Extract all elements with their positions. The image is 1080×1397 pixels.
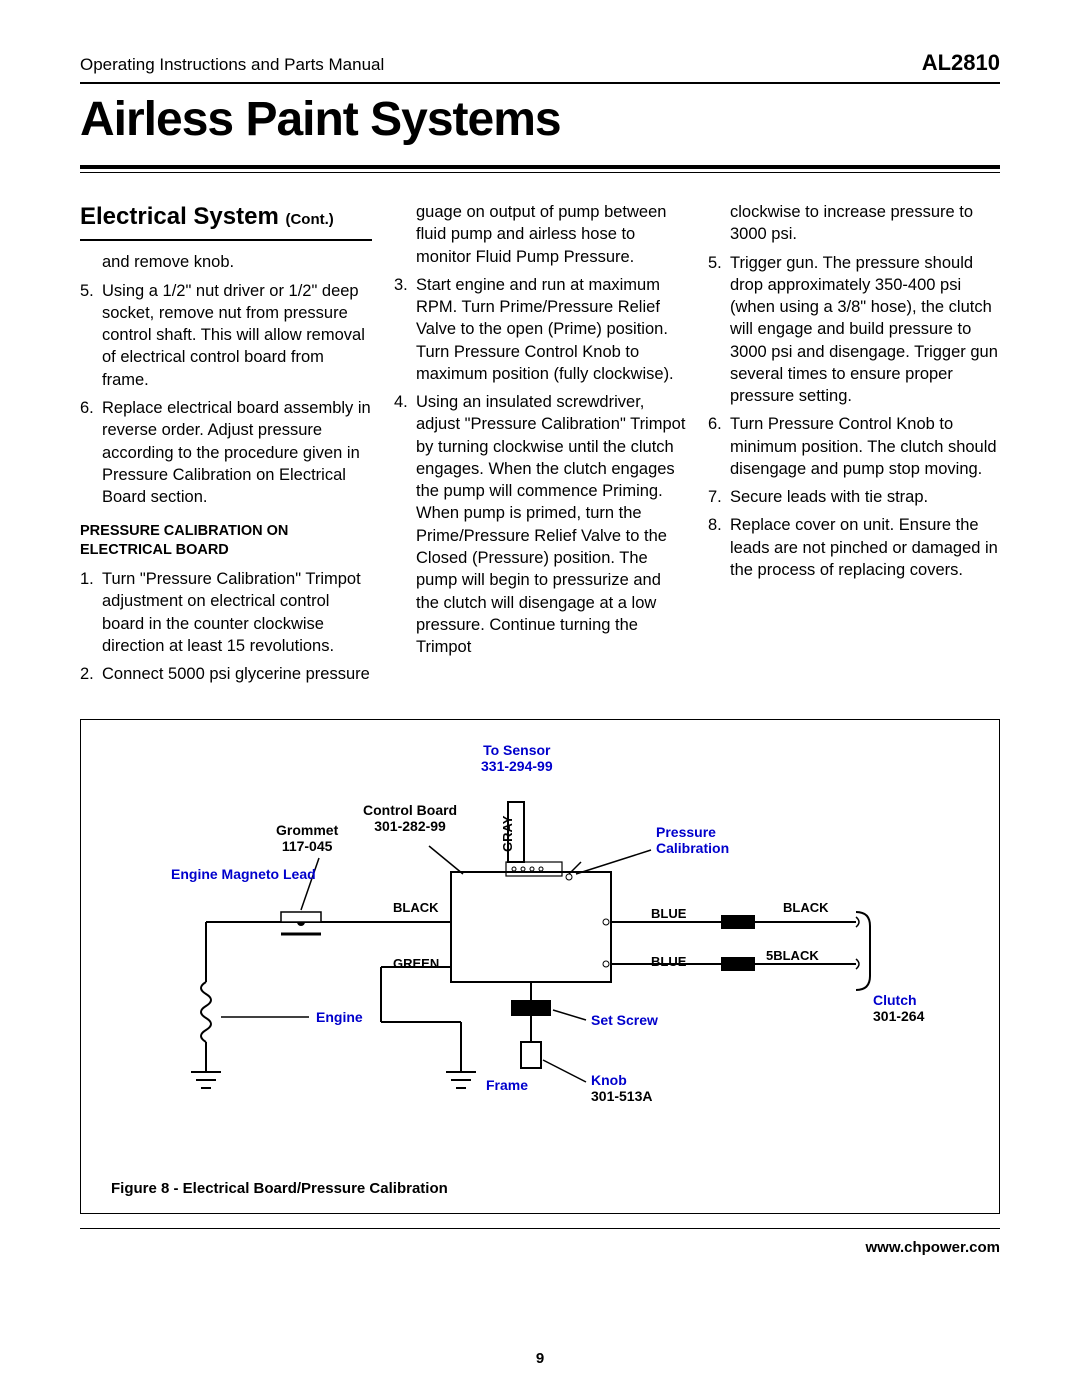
figure-caption: Figure 8 - Electrical Board/Pressure Cal… bbox=[111, 1180, 969, 1197]
label-blue-1: BLUE bbox=[651, 906, 686, 921]
step: 6.Replace electrical board assembly in r… bbox=[80, 397, 372, 508]
figure-box: To Sensor 331-294-99 Control Board 301-2… bbox=[80, 719, 1000, 1214]
steps-a: 5.Using a 1/2" nut driver or 1/2" deep s… bbox=[80, 280, 372, 509]
label-control-board: Control Board 301-282-99 bbox=[363, 802, 457, 834]
wiring-diagram: To Sensor 331-294-99 Control Board 301-2… bbox=[111, 742, 969, 1162]
column-3: clockwise to increase pressure to 3000 p… bbox=[708, 201, 1000, 691]
step: 7.Secure leads with tie strap. bbox=[708, 486, 1000, 508]
label-to-sensor: To Sensor 331-294-99 bbox=[481, 742, 553, 774]
footer-rule bbox=[80, 1228, 1000, 1229]
footer-url: www.chpower.com bbox=[80, 1239, 1000, 1256]
step: 2.Connect 5000 psi glycerine pressure bbox=[80, 663, 372, 685]
label-black-left: BLACK bbox=[393, 900, 439, 915]
label-pressure-cal: Pressure Calibration bbox=[656, 824, 729, 856]
label-grommet: Grommet 117-045 bbox=[276, 822, 338, 854]
section-heading: Electrical System (Cont.) bbox=[80, 201, 372, 241]
page-header: Operating Instructions and Parts Manual … bbox=[80, 50, 1000, 84]
page-number: 9 bbox=[0, 1350, 1080, 1367]
label-frame: Frame bbox=[486, 1077, 528, 1093]
label-black-right: BLACK bbox=[783, 900, 829, 915]
title-rule-thin bbox=[80, 172, 1000, 173]
page-title: Airless Paint Systems bbox=[80, 92, 1000, 147]
title-rule-thick bbox=[80, 165, 1000, 169]
label-engine: Engine bbox=[316, 1009, 363, 1025]
section-heading-cont: (Cont.) bbox=[285, 211, 333, 228]
label-clutch: Clutch 301-264 bbox=[873, 992, 924, 1024]
step: 8.Replace cover on unit. Ensure the lead… bbox=[708, 514, 1000, 581]
label-5black: 5BLACK bbox=[766, 948, 819, 963]
step: 5.Using a 1/2" nut driver or 1/2" deep s… bbox=[80, 280, 372, 391]
step: 4.Using an insulated screwdriver, adjust… bbox=[394, 391, 686, 658]
intro-fragment: and remove knob. bbox=[102, 251, 372, 273]
col2-start-fragment: guage on output of pump between fluid pu… bbox=[416, 201, 686, 268]
steps-c: 3.Start engine and run at maximum RPM. T… bbox=[394, 274, 686, 659]
label-engine-lead: Engine Magneto Lead bbox=[171, 866, 316, 882]
steps-d: 5.Trigger gun. The pressure should drop … bbox=[708, 252, 1000, 582]
col3-start-fragment: clockwise to increase pressure to 3000 p… bbox=[730, 201, 1000, 246]
section-heading-text: Electrical System bbox=[80, 203, 279, 230]
label-knob: Knob 301-513A bbox=[591, 1072, 653, 1104]
step: 5.Trigger gun. The pressure should drop … bbox=[708, 252, 1000, 408]
column-1: Electrical System (Cont.) and remove kno… bbox=[80, 201, 372, 691]
step: 6.Turn Pressure Control Knob to minimum … bbox=[708, 413, 1000, 480]
sub-heading: PRESSURE CALIBRATION ON ELECTRICAL BOARD bbox=[80, 522, 372, 560]
body-columns: Electrical System (Cont.) and remove kno… bbox=[80, 201, 1000, 691]
step: 3.Start engine and run at maximum RPM. T… bbox=[394, 274, 686, 385]
label-blue-2: BLUE bbox=[651, 954, 686, 969]
header-left: Operating Instructions and Parts Manual bbox=[80, 55, 384, 75]
label-set-screw: Set Screw bbox=[591, 1012, 658, 1028]
label-green: GREEN bbox=[393, 956, 439, 971]
step: 1.Turn "Pressure Calibration" Trimpot ad… bbox=[80, 568, 372, 657]
label-gray: GRAY bbox=[500, 816, 515, 852]
column-2: guage on output of pump between fluid pu… bbox=[394, 201, 686, 691]
steps-b: 1.Turn "Pressure Calibration" Trimpot ad… bbox=[80, 568, 372, 685]
model-number: AL2810 bbox=[922, 50, 1000, 76]
